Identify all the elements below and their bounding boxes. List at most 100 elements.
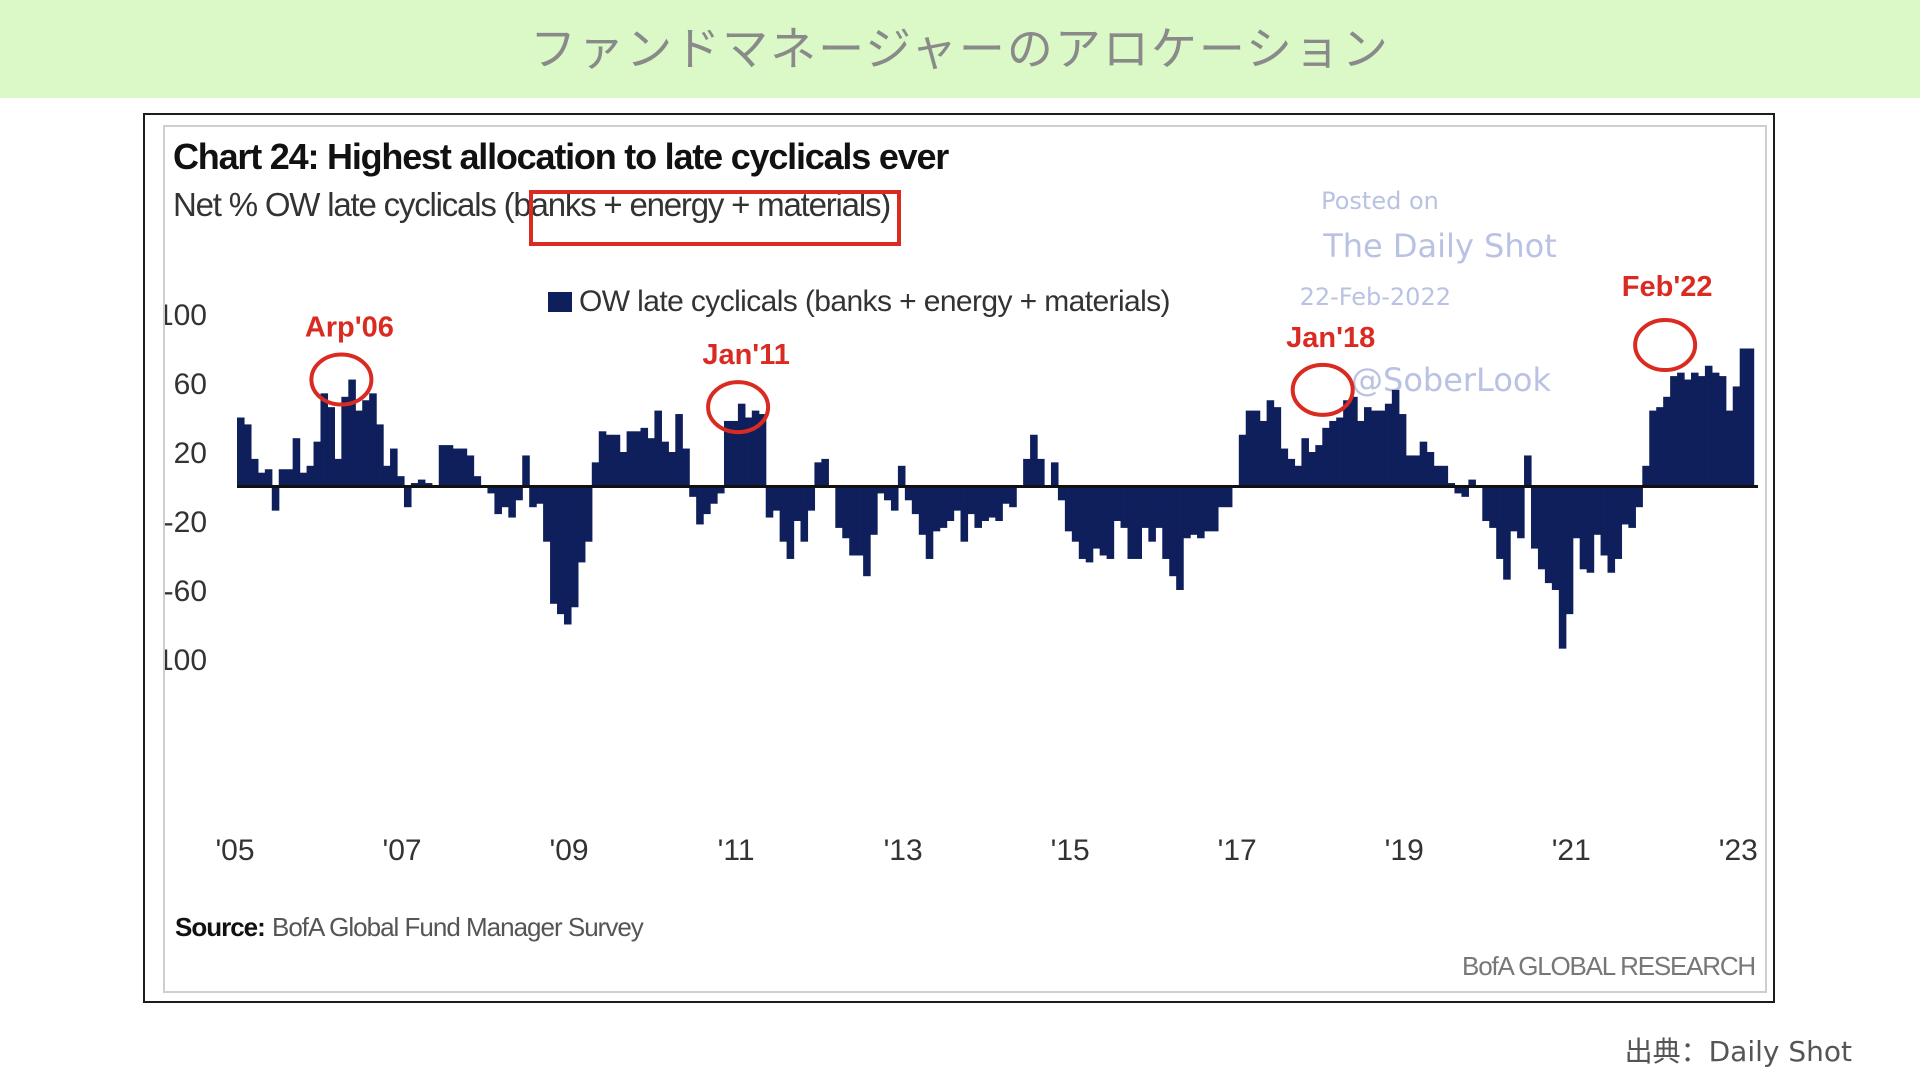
bar: [1565, 486, 1574, 615]
bar: [543, 486, 551, 542]
bar: [285, 469, 294, 487]
annotation-circle: [706, 380, 771, 435]
annotation-label: Arp'06: [305, 312, 394, 344]
bar: [619, 452, 628, 487]
bar: [932, 486, 941, 532]
bar: [710, 486, 718, 504]
bar: [257, 472, 266, 487]
bar: [1607, 486, 1616, 573]
bar: [703, 486, 711, 515]
bar: [306, 465, 315, 487]
bar: [626, 431, 635, 487]
bar: [1691, 372, 1699, 487]
x-tick-label: '23: [1719, 834, 1758, 867]
bar: [758, 414, 767, 487]
bar: [1329, 420, 1337, 487]
bar: [1572, 486, 1581, 539]
bar: [974, 486, 982, 528]
bar: [522, 455, 530, 487]
bar: [849, 486, 857, 556]
bar: [1621, 486, 1629, 525]
bar: [1009, 486, 1017, 508]
x-tick-label: '19: [1385, 834, 1424, 867]
bar: [452, 448, 461, 487]
bar: [675, 414, 683, 487]
bar: [1210, 486, 1219, 532]
x-tick-label: '21: [1552, 834, 1591, 867]
source-label: Source:: [175, 912, 265, 942]
subtitle-highlight-box: [529, 190, 901, 246]
bar: [1537, 486, 1546, 570]
bar: [494, 486, 502, 515]
bar: [1377, 410, 1386, 487]
bar: [355, 410, 363, 487]
legend-label: OW late cyclicals (banks + energy + mate…: [579, 285, 1170, 318]
bar: [577, 486, 586, 563]
bar: [445, 445, 454, 487]
bar: [557, 486, 565, 615]
chart-inner-frame: [163, 125, 1767, 993]
bar: [390, 448, 398, 487]
x-tick-label: '09: [550, 834, 589, 867]
bar: [1273, 407, 1282, 487]
bar: [243, 424, 252, 487]
chart-title: Chart 24: Highest allocation to late cyc…: [173, 136, 949, 177]
bar: [1635, 486, 1643, 508]
bar: [1579, 486, 1588, 570]
bar: [1023, 458, 1031, 487]
bar: [508, 486, 516, 518]
bar: [953, 486, 962, 511]
bar: [1711, 372, 1720, 487]
source-text: BofA Global Fund Manager Survey: [272, 912, 644, 942]
bar: [459, 448, 468, 487]
bar: [536, 486, 544, 504]
watermark-date: 22-Feb-2022: [1300, 283, 1451, 311]
y-tick-label: 100: [165, 299, 207, 332]
bar: [835, 486, 843, 528]
bar: [598, 431, 607, 487]
y-tick-label: 20: [174, 437, 207, 470]
watermark-handle: @SoberLook: [1351, 361, 1551, 399]
bar: [668, 452, 676, 487]
bar: [1468, 479, 1476, 487]
bar: [320, 393, 329, 487]
bar: [1057, 486, 1066, 501]
x-tick-label: '13: [884, 834, 923, 867]
annotation-label: Feb'22: [1622, 271, 1713, 303]
bar: [1551, 486, 1560, 590]
bar: [1350, 396, 1358, 487]
bar: [1461, 486, 1469, 497]
bar: [1280, 448, 1289, 487]
bar: [403, 486, 412, 508]
bar: [1440, 465, 1449, 487]
bar: [654, 410, 662, 487]
bar: [1697, 376, 1706, 487]
bar: [960, 486, 969, 542]
bar: [800, 486, 809, 542]
bar: [1670, 376, 1678, 487]
bar: [1482, 486, 1490, 521]
bar: [779, 486, 788, 542]
x-tick-label: '05: [215, 834, 254, 867]
bar: [1106, 486, 1115, 559]
bar: [1544, 486, 1553, 584]
bar: [473, 476, 482, 487]
bar: [904, 486, 913, 501]
bar: [661, 441, 669, 487]
bar: [1725, 410, 1734, 487]
bar: [1266, 400, 1275, 487]
annotation-label: Jan'18: [1286, 322, 1375, 354]
bar: [501, 486, 509, 508]
bar: [1197, 486, 1205, 539]
y-tick-label: -60: [165, 575, 207, 608]
bar: [1092, 486, 1101, 549]
bar: [890, 486, 899, 511]
bar: [487, 486, 496, 494]
bar: [981, 486, 989, 521]
annotation-circle: [1633, 318, 1698, 373]
header-band: [0, 0, 1920, 98]
chart: Chart 24: Highest allocation to late cyc…: [165, 136, 1758, 981]
bar: [995, 486, 1003, 521]
watermark-posted-on: Posted on: [1321, 187, 1439, 215]
bar: [292, 438, 301, 487]
